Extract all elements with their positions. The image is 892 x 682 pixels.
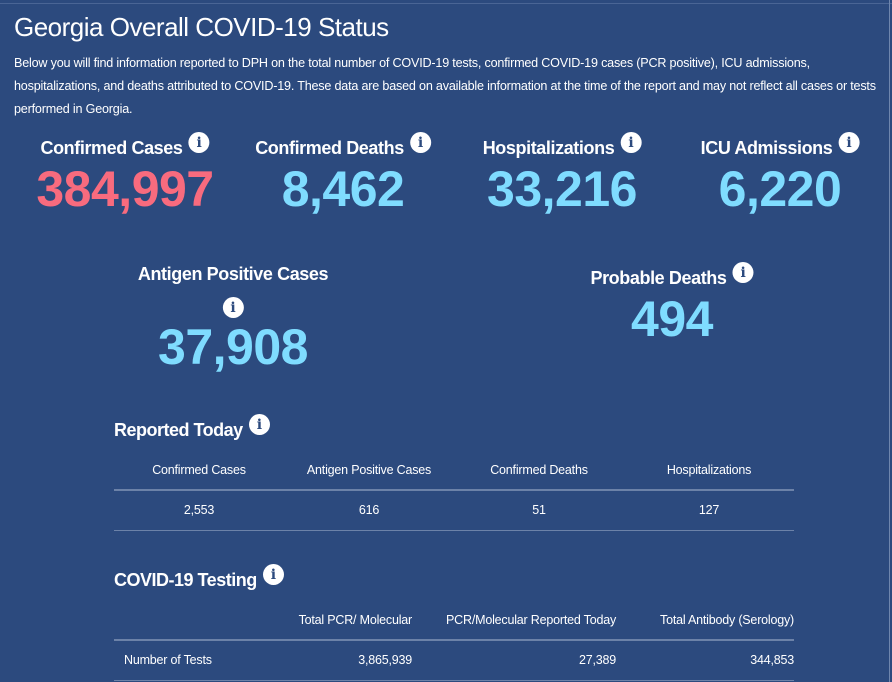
info-icon[interactable]: i [222, 297, 244, 318]
table-header-row: Confirmed Cases Antigen Positive Cases C… [114, 450, 794, 491]
column-header: Total Antibody (Serology) [616, 600, 794, 641]
heading-text: COVID-19 Testing [114, 570, 257, 590]
cell: 51 [454, 490, 624, 531]
stat-confirmed-deaths: Confirmed Deaths i 8,462 [255, 132, 431, 219]
stat-hospitalizations: Hospitalizations i 33,216 [482, 132, 642, 219]
table-row: Number of Tests 3,865,939 27,389 344,853 [114, 640, 794, 681]
row-label: Number of Tests [114, 640, 274, 681]
cell: 3,865,939 [274, 640, 412, 681]
reported-today-table: Confirmed Cases Antigen Positive Cases C… [114, 450, 794, 531]
stat-value: 33,216 [487, 161, 637, 217]
info-icon[interactable]: i [188, 132, 210, 153]
stat-confirmed-cases: Confirmed Cases i 384,997 [36, 132, 214, 219]
info-icon[interactable]: i [838, 132, 860, 153]
stat-icu-admissions: ICU Admissions i 6,220 [700, 132, 860, 219]
stat-value: 494 [631, 291, 713, 347]
column-header: Confirmed Deaths [454, 450, 624, 491]
column-header: Total PCR/ Molecular [274, 600, 412, 641]
stat-label: Hospitalizations [482, 138, 615, 158]
cell: 344,853 [616, 640, 794, 681]
stat-value: 6,220 [718, 161, 842, 217]
stat-value: 37,908 [158, 319, 308, 375]
info-icon[interactable]: i [732, 262, 754, 283]
divider [889, 0, 890, 682]
cell: 616 [284, 490, 454, 531]
cell: 127 [624, 490, 794, 531]
column-header: Antigen Positive Cases [284, 450, 454, 491]
info-icon[interactable]: i [620, 132, 642, 153]
stat-label: Confirmed Cases [40, 138, 183, 158]
column-header [114, 600, 274, 641]
stat-value: 384,997 [36, 161, 214, 217]
heading-text: Reported Today [114, 420, 243, 440]
info-icon[interactable]: i [409, 132, 431, 153]
stat-label: Probable Deaths [590, 268, 727, 288]
stat-value: 8,462 [281, 161, 405, 217]
cell: 27,389 [412, 640, 616, 681]
testing-table: Total PCR/ Molecular PCR/Molecular Repor… [114, 600, 794, 681]
cell: 2,553 [114, 490, 284, 531]
table-row: 2,553 616 51 127 [114, 490, 794, 531]
stat-antigen-positive-cases: Antigen Positive Cases i 37,908 [137, 264, 329, 377]
column-header: PCR/Molecular Reported Today [412, 600, 616, 641]
reported-today-heading: Reported Today i [114, 414, 270, 441]
table-header-row: Total PCR/ Molecular PCR/Molecular Repor… [114, 600, 794, 641]
stat-label: ICU Admissions [700, 138, 833, 158]
stat-probable-deaths: Probable Deaths i 494 [590, 262, 754, 349]
description: Below you will find information reported… [14, 56, 876, 116]
stat-label: Antigen Positive Cases [137, 264, 329, 284]
testing-heading: COVID-19 Testing i [114, 564, 284, 591]
info-icon[interactable]: i [262, 564, 284, 585]
info-icon[interactable]: i [248, 414, 270, 435]
divider [0, 3, 892, 4]
stat-label: Confirmed Deaths [255, 138, 404, 158]
column-header: Hospitalizations [624, 450, 794, 491]
page-title: Georgia Overall COVID-19 Status [14, 12, 389, 42]
column-header: Confirmed Cases [114, 450, 284, 491]
